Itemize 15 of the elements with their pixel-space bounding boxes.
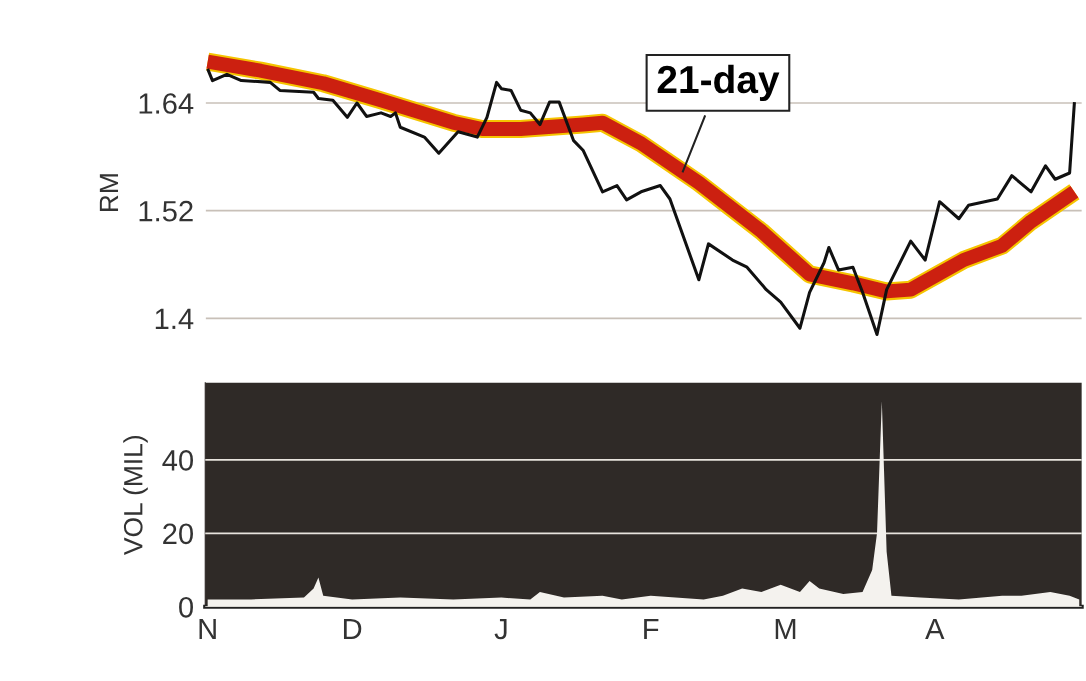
y-tick-label: 40 bbox=[162, 450, 194, 471]
annotation: 21-day bbox=[657, 64, 780, 102]
x-tick-label: N bbox=[199, 618, 216, 640]
y-tick-label: 1.4 bbox=[155, 308, 194, 329]
x-tick-label: F bbox=[644, 618, 659, 640]
x-tick-label: A bbox=[925, 618, 945, 640]
x-tick-label: D bbox=[343, 618, 362, 640]
y-axis-title: VOL (MIL) bbox=[123, 436, 148, 555]
y-tick-label: 20 bbox=[163, 523, 194, 545]
y-tick-label: 1.52 bbox=[139, 200, 193, 222]
y-tick-label: 0 bbox=[179, 596, 193, 618]
x-tick-label: M bbox=[775, 618, 796, 640]
y-tick-label: 1.64 bbox=[139, 93, 194, 114]
x-tick-label: J bbox=[494, 618, 507, 640]
y-axis-title: RM bbox=[99, 174, 119, 212]
